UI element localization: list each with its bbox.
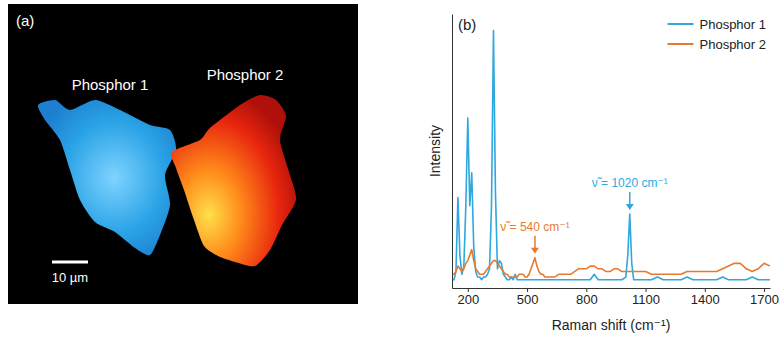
x-axis: 200 500 800 1100 1400 1700 (453, 288, 780, 307)
x-tick-label: 500 (517, 292, 539, 307)
x-tick-label: 1100 (632, 292, 660, 307)
panel-letter: (a) (16, 12, 34, 29)
scale-bar (52, 261, 88, 264)
legend-item: Phosphor 1 (668, 17, 767, 32)
x-tick-label: 1400 (691, 292, 720, 307)
y-axis-line (452, 15, 453, 289)
spectrum-line (452, 250, 770, 277)
annotation: ν̃ = 1020 cm⁻¹ (592, 176, 668, 190)
x-tick-label: 1700 (750, 292, 779, 307)
x-tick: 1700 (750, 288, 779, 307)
region-label: Phosphor 1 (72, 76, 149, 93)
legend-label: Phosphor 2 (700, 37, 767, 52)
y-axis (452, 15, 453, 289)
legend: Phosphor 1 Phosphor 2 (668, 17, 767, 52)
x-axis-line (453, 288, 771, 289)
x-tick: 1400 (691, 288, 720, 307)
legend-label: Phosphor 1 (700, 17, 767, 32)
legend-swatch (668, 43, 694, 45)
annotation: ν̃ = 540 cm⁻¹ (500, 220, 569, 234)
annotation-arrow (629, 192, 631, 205)
panel-b: 200 500 800 1100 1400 1700 Raman shift (cm⁻¹) I… (427, 15, 779, 334)
phosphor-2-region (171, 95, 296, 266)
x-tick-label: 200 (457, 292, 479, 307)
figure: (a) Phosphor 1 Phosphor 2 10 µm 200 500 800 110… (0, 0, 780, 344)
spectrum-line (452, 30, 770, 279)
region-label: Phosphor 2 (207, 66, 284, 83)
annotation-arrow (534, 236, 536, 249)
panel-a: (a) Phosphor 1 Phosphor 2 10 µm (8, 4, 358, 304)
x-axis-title: Raman shift (cm⁻¹) (552, 317, 671, 333)
legend-item: Phosphor 2 (668, 37, 767, 52)
plot-area (452, 30, 770, 279)
scale-bar-label: 10 µm (52, 270, 88, 285)
y-axis-title: Intensity (427, 125, 443, 177)
annotation-arrowhead (531, 248, 539, 254)
x-tick-label: 800 (576, 292, 598, 307)
panel-letter: (b) (458, 16, 476, 33)
phosphor-1-region (38, 100, 176, 255)
annotation-arrowhead (626, 204, 634, 210)
x-tick: 1100 (632, 288, 660, 307)
x-tick: 500 (517, 288, 539, 307)
map-background (8, 4, 358, 304)
x-tick: 200 (457, 288, 479, 307)
legend-swatch (668, 23, 694, 25)
x-tick: 800 (576, 288, 598, 307)
